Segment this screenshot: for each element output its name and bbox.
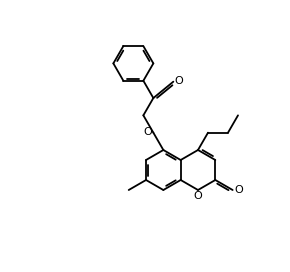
Text: O: O (235, 185, 244, 195)
Text: O: O (144, 127, 152, 137)
Text: O: O (174, 76, 183, 86)
Text: O: O (194, 191, 202, 201)
